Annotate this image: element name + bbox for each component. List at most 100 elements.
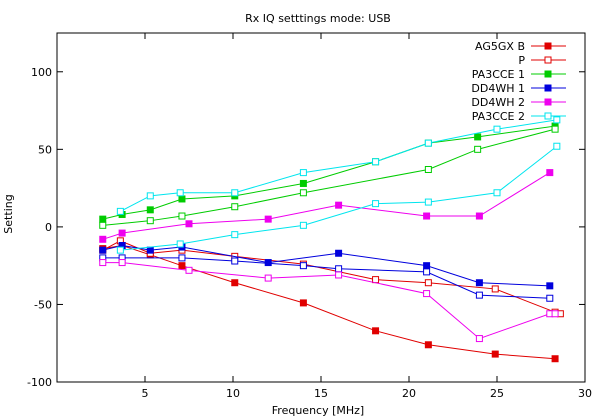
data-point (231, 203, 239, 211)
series-line (102, 172, 551, 240)
series-7 (99, 169, 554, 243)
series-9 (116, 116, 561, 215)
data-point (335, 265, 343, 273)
data-point (372, 327, 380, 335)
series-layer (99, 116, 564, 363)
data-point (185, 220, 193, 228)
series-line (102, 262, 556, 340)
axis-ticks: 5 10 15 20 25 30 -100 -50 0 50 100 (27, 33, 592, 400)
data-point (551, 355, 559, 363)
data-point (475, 291, 483, 299)
data-point (99, 246, 107, 254)
data-point (474, 145, 482, 153)
legend-swatch-marker (544, 112, 552, 120)
data-point (299, 299, 307, 307)
data-point (99, 259, 107, 267)
data-point (116, 246, 124, 254)
data-point (475, 279, 483, 287)
series-1 (99, 242, 559, 363)
data-point (335, 249, 343, 257)
legend-label: AG5GX B (475, 40, 525, 53)
data-point (546, 294, 554, 302)
y-tick-label: -100 (27, 376, 52, 389)
data-point (178, 254, 186, 262)
data-point (176, 240, 184, 248)
data-point (335, 271, 343, 279)
data-point (493, 189, 501, 197)
data-point (423, 290, 431, 298)
data-point (231, 231, 239, 239)
data-point (424, 139, 432, 147)
data-point (553, 142, 561, 150)
data-point (491, 350, 499, 358)
series-8 (99, 259, 559, 343)
series-4 (99, 125, 559, 229)
data-point (146, 246, 154, 254)
data-point (146, 192, 154, 200)
x-axis-label: Frequency [MHz] (272, 404, 364, 417)
data-point (493, 125, 501, 133)
data-point (475, 335, 483, 343)
series-2 (99, 237, 564, 318)
data-point (146, 206, 154, 214)
legend-label: DD4WH 2 (471, 96, 525, 109)
data-point (335, 201, 343, 209)
data-point (553, 116, 561, 124)
data-point (178, 195, 186, 203)
series-10 (116, 142, 561, 254)
data-point (424, 279, 432, 287)
data-point (118, 229, 126, 237)
data-point (423, 262, 431, 270)
data-point (424, 165, 432, 173)
data-point (176, 189, 184, 197)
data-point (99, 221, 107, 229)
series-line (120, 145, 558, 251)
chart-title: Rx IQ setttings mode: USB (245, 12, 391, 25)
y-tick-label: 100 (31, 66, 52, 79)
x-tick-label: 10 (226, 387, 240, 400)
data-point (551, 310, 559, 318)
y-tick-label: 0 (45, 221, 52, 234)
data-point (475, 212, 483, 220)
x-tick-label: 30 (578, 387, 592, 400)
data-point (178, 262, 186, 270)
series-line (102, 125, 556, 220)
legend-swatch-marker (544, 42, 552, 50)
y-tick-label: -50 (34, 298, 52, 311)
series-line (102, 244, 556, 360)
data-point (299, 179, 307, 187)
data-point (264, 274, 272, 282)
data-point (423, 212, 431, 220)
legend-label: PA3CCE 1 (472, 68, 525, 81)
data-point (264, 215, 272, 223)
series-line (120, 119, 557, 212)
data-point (546, 169, 554, 177)
data-point (372, 158, 380, 166)
data-point (546, 282, 554, 290)
data-point (372, 200, 380, 208)
data-point (231, 189, 239, 197)
data-point (424, 198, 432, 206)
legend-label: DD4WH 1 (471, 82, 525, 95)
data-point (423, 268, 431, 276)
data-point (99, 215, 107, 223)
legend-swatch-marker (544, 84, 552, 92)
data-point (178, 212, 186, 220)
legend-swatch-marker (544, 70, 552, 78)
legend-swatch-marker (544, 56, 552, 64)
data-point (146, 217, 154, 225)
data-point (491, 285, 499, 293)
data-point (116, 207, 124, 215)
legend-swatch-marker (544, 98, 552, 106)
y-tick-label: 50 (38, 143, 52, 156)
x-tick-label: 5 (142, 387, 149, 400)
data-point (299, 169, 307, 177)
data-point (231, 279, 239, 287)
data-point (474, 133, 482, 141)
legend-label: P (518, 54, 525, 67)
data-point (231, 257, 239, 265)
x-tick-label: 20 (402, 387, 416, 400)
data-point (99, 235, 107, 243)
